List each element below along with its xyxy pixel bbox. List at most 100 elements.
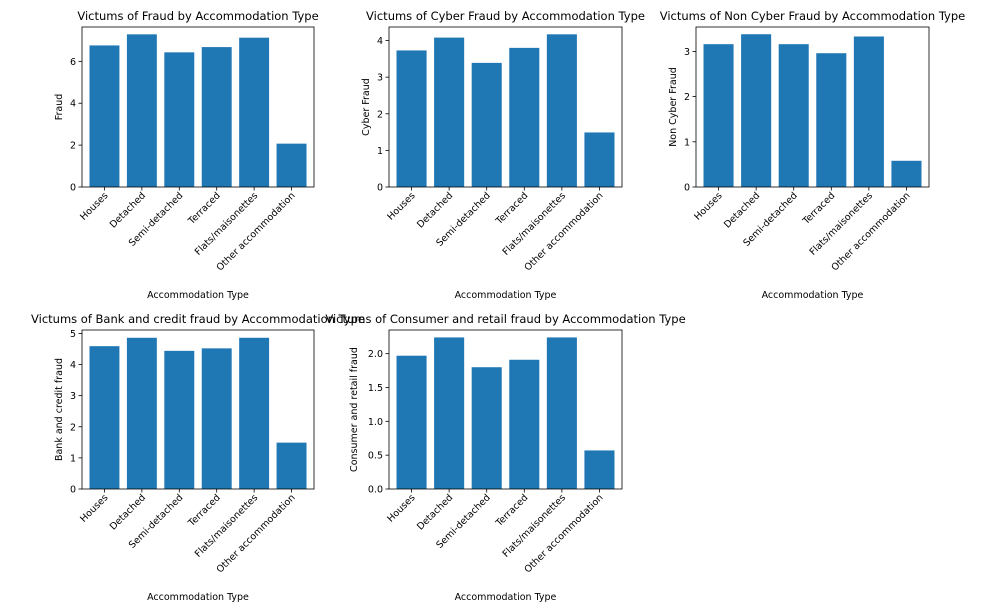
y-tick-label: 4 xyxy=(70,99,76,110)
x-tick-label: Houses xyxy=(78,190,110,222)
y-tick-label: 0.0 xyxy=(368,485,383,496)
x-tick-label: Flats/maisonettes xyxy=(501,492,568,559)
x-tick-label: Terraced xyxy=(186,492,223,529)
bar-terraced xyxy=(509,359,540,489)
x-tick-label: Flats/maisonettes xyxy=(193,190,260,257)
x-tick-label: Flats/maisonettes xyxy=(501,190,568,257)
x-tick-label: Houses xyxy=(385,190,417,222)
x-tick-label: Terraced xyxy=(186,190,223,227)
x-tick-label: Terraced xyxy=(800,190,837,227)
y-tick-label: 3 xyxy=(70,391,76,402)
bar-other-accommodation xyxy=(276,442,307,489)
y-axis-label: Fraud xyxy=(54,94,65,121)
y-axis-label: Non Cyber Fraud xyxy=(668,67,679,147)
x-tick-label: Detached xyxy=(415,492,455,532)
bar-terraced xyxy=(816,53,847,188)
y-tick-label: 1 xyxy=(377,146,383,157)
x-axis-label: Accommodation Type xyxy=(147,592,249,603)
chart-title: Victums of Fraud by Accommodation Type xyxy=(77,9,318,23)
bar-semi-detached xyxy=(164,52,195,188)
bar-detached xyxy=(434,37,465,188)
axes-frame xyxy=(81,26,315,188)
bar-semi-detached xyxy=(164,350,195,489)
bar-houses xyxy=(396,355,427,489)
bar-other-accommodation xyxy=(891,160,922,187)
bar-detached xyxy=(434,337,465,489)
bar-houses xyxy=(703,44,734,188)
bar-other-accommodation xyxy=(584,450,615,489)
bar-detached xyxy=(741,34,772,188)
bar-other-accommodation xyxy=(584,132,615,187)
bar-other-accommodation xyxy=(276,143,307,187)
bar-semi-detached xyxy=(471,62,502,187)
bar-flats-maisonettes xyxy=(239,337,270,489)
y-tick-label: 1.5 xyxy=(368,383,383,394)
bar-flats-maisonettes xyxy=(546,337,577,489)
bar-flats-maisonettes xyxy=(239,37,270,188)
axes-frame xyxy=(388,26,623,188)
x-tick-label: Houses xyxy=(78,492,110,524)
y-tick-label: 0 xyxy=(70,183,76,194)
bar-flats-maisonettes xyxy=(546,34,577,187)
bar-terraced xyxy=(201,47,232,187)
y-tick-label: 4 xyxy=(70,360,76,371)
y-axis-label: Consumer and retail fraud xyxy=(349,347,360,472)
chart-title: Victums of Consumer and retail fraud by … xyxy=(325,312,685,326)
y-tick-label: 2 xyxy=(70,422,76,433)
y-tick-label: 2 xyxy=(377,109,383,120)
y-tick-label: 1.0 xyxy=(368,417,383,428)
y-tick-label: 3 xyxy=(377,73,383,84)
bar-terraced xyxy=(201,348,232,489)
x-tick-label: Detached xyxy=(722,190,762,230)
y-tick-label: 2 xyxy=(70,141,76,152)
axes-frame xyxy=(695,26,930,188)
x-axis-label: Accommodation Type xyxy=(455,290,557,301)
x-tick-label: Other accommodation xyxy=(215,492,298,575)
bar-houses xyxy=(396,50,427,188)
x-axis-label: Accommodation Type xyxy=(455,592,557,603)
y-tick-label: 0 xyxy=(684,183,690,194)
axes-frame xyxy=(81,329,315,490)
x-tick-label: Other accommodation xyxy=(523,492,606,575)
bar-houses xyxy=(89,346,120,489)
bar-flats-maisonettes xyxy=(853,36,884,187)
x-tick-label: Houses xyxy=(385,492,417,524)
y-tick-label: 4 xyxy=(377,36,383,47)
y-tick-label: 2 xyxy=(684,92,690,103)
y-tick-label: 1 xyxy=(70,453,76,464)
x-axis-label: Accommodation Type xyxy=(147,290,249,301)
chart-5: 0.00.51.01.52.0HousesDetachedSemi-detach… xyxy=(325,312,685,603)
x-tick-label: Flats/maisonettes xyxy=(808,190,875,257)
y-tick-label: 3 xyxy=(684,47,690,58)
x-tick-label: Detached xyxy=(108,492,148,532)
x-tick-label: Detached xyxy=(108,190,148,230)
bar-semi-detached xyxy=(778,44,809,188)
x-tick-label: Other accommodation xyxy=(523,190,606,273)
x-tick-label: Houses xyxy=(692,190,724,222)
y-axis-label: Cyber Fraud xyxy=(361,78,372,136)
bar-detached xyxy=(126,34,157,187)
y-tick-label: 2.0 xyxy=(368,349,383,360)
x-tick-label: Detached xyxy=(415,190,455,230)
x-tick-label: Other accommodation xyxy=(830,190,913,273)
y-tick-label: 1 xyxy=(684,137,690,148)
y-tick-label: 0 xyxy=(377,183,383,194)
x-tick-label: Terraced xyxy=(493,492,530,529)
x-axis-label: Accommodation Type xyxy=(762,290,864,301)
x-tick-label: Terraced xyxy=(493,190,530,227)
y-tick-label: 0.5 xyxy=(368,451,383,462)
y-tick-label: 0 xyxy=(70,485,76,496)
bar-terraced xyxy=(509,47,540,188)
x-tick-label: Other accommodation xyxy=(215,190,298,273)
chart-title: Victums of Cyber Fraud by Accommodation … xyxy=(366,9,645,23)
y-tick-label: 5 xyxy=(70,329,76,340)
bar-semi-detached xyxy=(471,367,502,489)
bar-houses xyxy=(89,45,120,188)
y-axis-label: Bank and credit fraud xyxy=(54,358,65,461)
y-tick-label: 6 xyxy=(70,57,76,68)
axes-frame xyxy=(388,329,623,490)
